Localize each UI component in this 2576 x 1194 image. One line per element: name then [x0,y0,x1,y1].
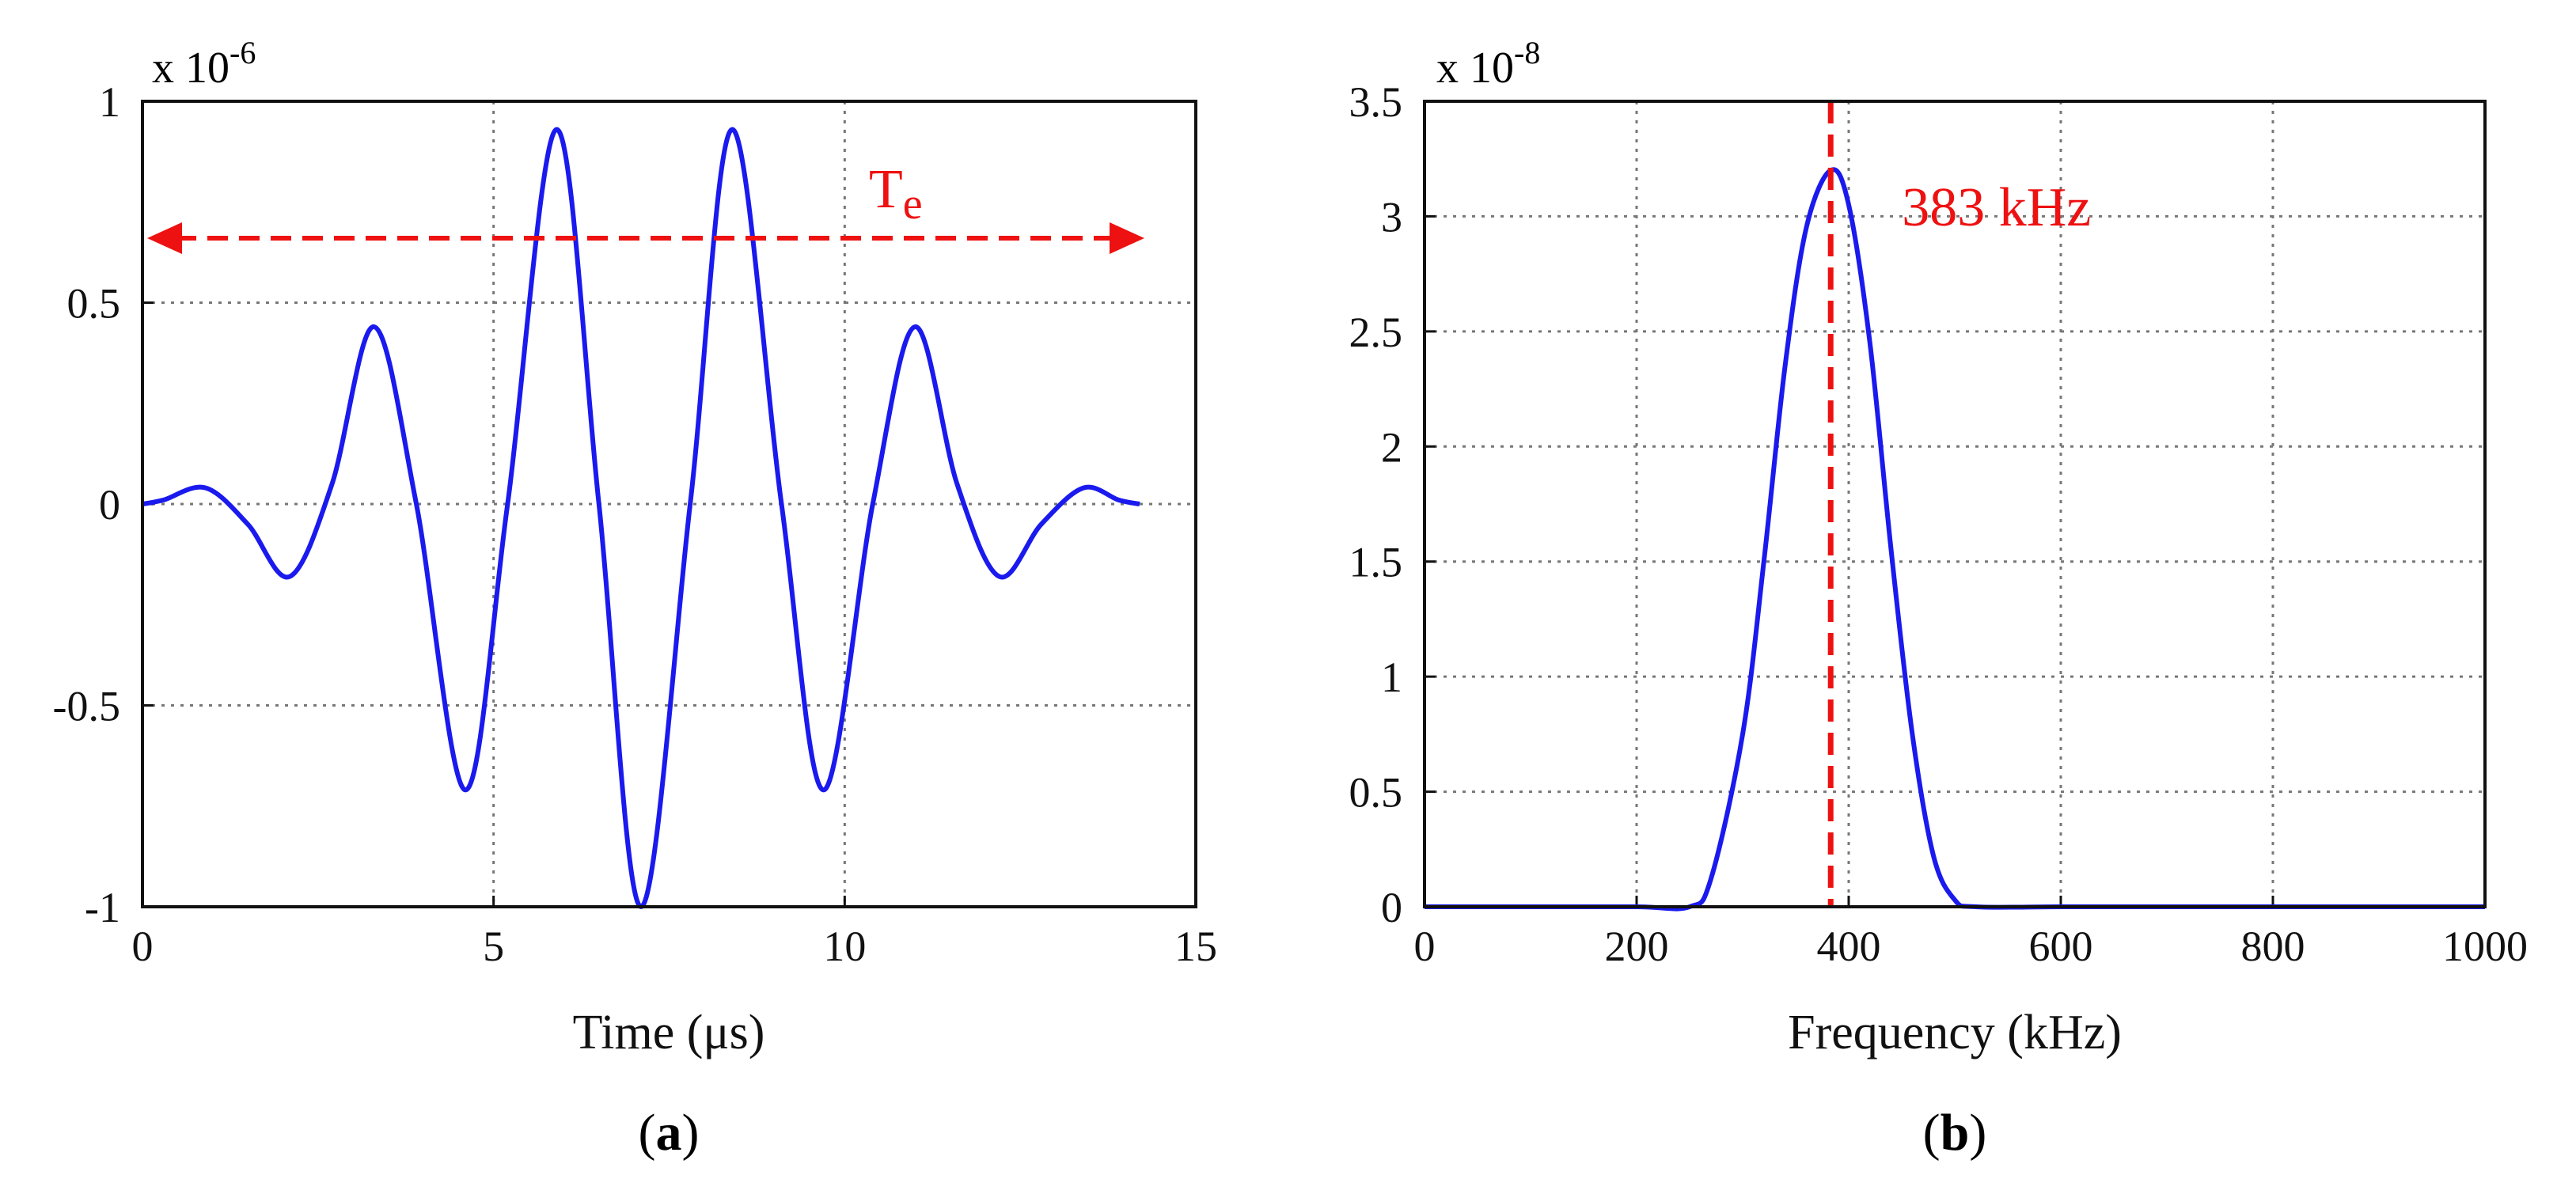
y-tick-label: 1 [1381,654,1402,701]
chart-a-plot-frame [141,100,1197,908]
chart-a-duration-symbol: T [869,159,903,220]
chart-b-y-multiplier-exponent: -8 [1514,35,1540,70]
chart-a-panel-label: (a) [639,1104,700,1162]
chart-a: 1 0.5 0 -0.5 -1 0 5 10 15 Te x 10-6 Time (μs) (… [53,35,1217,1162]
chart-a-x-ticks: 0 5 10 15 [132,896,1217,970]
y-tick-label: 3.5 [1349,78,1403,126]
y-tick-label: 2.5 [1349,309,1403,356]
chart-a-series-line [142,127,1140,909]
x-tick-label: 15 [1174,923,1217,970]
chart-a-arrowhead-left [147,222,182,255]
chart-b-gridlines [1425,101,2485,907]
x-tick-label: 5 [483,923,504,970]
x-tick-label: 1000 [2442,923,2528,970]
chart-b: 3.5 3 2.5 2 1.5 1 0.5 0 0 200 400 600 800 1000 383 k… [1349,35,2529,1162]
chart-a-gridlines [142,101,1196,907]
y-tick-label: 0.5 [67,280,121,328]
x-tick-label: 200 [1605,923,1669,970]
y-tick-label: 3 [1381,193,1402,241]
chart-a-duration-subscript: e [903,180,923,229]
y-tick-label: 0.5 [1349,769,1403,817]
chart-a-panel-letter: a [656,1104,682,1162]
chart-a-duration-annotation: Te [147,159,1145,255]
x-tick-label: 0 [132,923,154,970]
chart-a-x-axis-label: Time (μs) [573,1006,765,1059]
chart-b-y-ticks: 3.5 3 2.5 2 1.5 1 0.5 0 [1349,78,1436,931]
x-tick-label: 0 [1414,923,1436,970]
chart-b-x-axis-label: Frequency (kHz) [1788,1006,2122,1059]
y-tick-label: 1 [99,78,120,126]
x-tick-label: 600 [2029,923,2093,970]
chart-b-x-ticks: 0 200 400 600 800 1000 [1414,896,2528,970]
chart-b-y-multiplier-base: x 10 [1436,44,1514,93]
chart-a-y-multiplier-base: x 10 [152,44,230,93]
y-tick-label: 1.5 [1349,539,1403,586]
x-tick-label: 800 [2241,923,2305,970]
chart-b-panel-label: (b) [1923,1104,1987,1162]
chart-b-peak-frequency-label: 383 kHz [1902,177,2091,238]
chart-a-y-multiplier: x 10-6 [152,35,256,93]
y-tick-label: 0 [99,481,120,529]
chart-a-duration-label: Te [869,159,923,229]
y-tick-label: 0 [1381,884,1402,931]
chart-b-y-multiplier: x 10-8 [1436,35,1540,93]
chart-b-plot-frame [1423,100,2487,908]
chart-b-panel-letter: b [1941,1104,1970,1162]
chart-a-arrowhead-right [1110,222,1145,255]
chart-a-y-ticks: 1 0.5 0 -0.5 -1 [53,78,154,931]
x-tick-label: 400 [1817,923,1881,970]
y-tick-label: -1 [85,884,120,931]
chart-b-series-line [1424,167,2485,912]
chart-a-y-multiplier-exponent: -6 [230,35,256,70]
y-tick-label: 2 [1381,423,1402,471]
y-tick-label: -0.5 [53,683,120,730]
x-tick-label: 10 [823,923,866,970]
